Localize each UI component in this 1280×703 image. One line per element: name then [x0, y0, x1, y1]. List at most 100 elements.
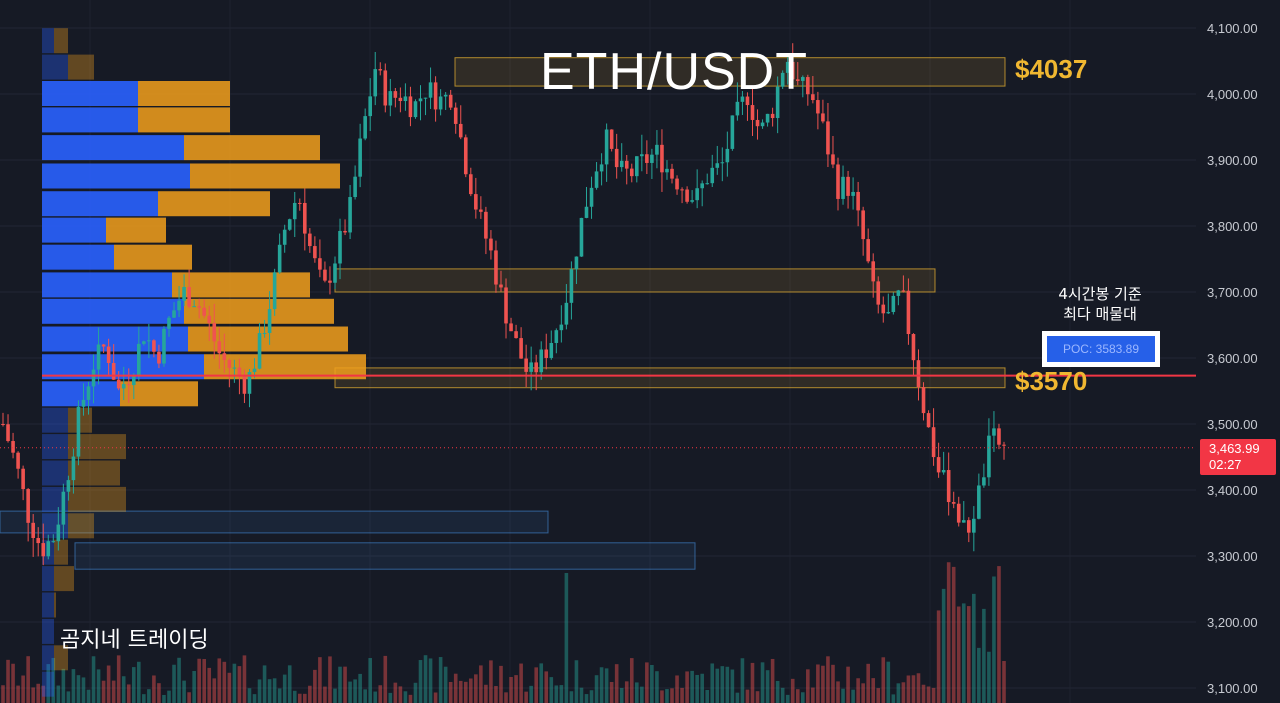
- profile-bar-buy: [42, 81, 138, 106]
- volume-bar: [383, 655, 388, 703]
- volume-bar: [318, 657, 322, 703]
- volume-bar: [740, 658, 745, 703]
- volume-bar: [474, 674, 478, 703]
- profile-bar-buy: [42, 566, 54, 592]
- profile-bar-buy: [42, 434, 68, 460]
- profile-bar-buy: [42, 28, 54, 54]
- volume-bar: [992, 576, 996, 703]
- profile-bar-buy: [42, 244, 114, 270]
- volume-bar: [343, 666, 347, 703]
- price-tick-label: 3,600.00: [1207, 351, 1258, 366]
- candle-body: [137, 343, 141, 377]
- volume-bar: [961, 603, 966, 703]
- poc-label: POC: 3583.89: [1047, 336, 1155, 362]
- candle-body: [26, 489, 30, 523]
- volume-bar: [116, 655, 121, 703]
- candle-body: [453, 107, 458, 124]
- volume-bar: [131, 667, 136, 703]
- volume-bar: [348, 681, 352, 703]
- candle-body: [192, 306, 196, 308]
- volume-bar: [463, 681, 468, 703]
- profile-bar-sell: [106, 217, 166, 243]
- reference-lines: [0, 374, 1196, 449]
- candle-body: [252, 368, 257, 373]
- candle-body: [353, 176, 357, 198]
- candle-body: [896, 290, 901, 296]
- candle-body: [931, 427, 936, 458]
- volume-bar: [31, 687, 35, 703]
- candle-body: [569, 269, 574, 303]
- candle-body: [795, 79, 800, 81]
- candle-body: [106, 346, 111, 363]
- price-zone: [74, 542, 696, 570]
- candle-body: [720, 162, 725, 164]
- candle-body: [433, 82, 438, 110]
- candle-body: [257, 333, 262, 369]
- volume-bar: [499, 665, 503, 703]
- candle-body: [242, 376, 247, 394]
- volume-bar: [800, 692, 805, 703]
- candle-body: [584, 206, 589, 218]
- poc-annotation: 4시간봉 기준 최다 매물대: [1030, 284, 1170, 324]
- candle-body: [564, 302, 569, 325]
- volume-bar: [760, 662, 765, 703]
- candle-body: [71, 456, 76, 481]
- volume-bar: [876, 688, 881, 703]
- profile-bar-buy: [42, 163, 190, 189]
- profile-bar-buy: [42, 645, 54, 671]
- volume-bar: [1002, 660, 1006, 703]
- volume-bar: [287, 665, 292, 703]
- volume-bar: [323, 686, 327, 703]
- volume-bar: [780, 687, 785, 703]
- price-tick-label: 3,100.00: [1207, 681, 1258, 696]
- candle-body: [217, 341, 222, 354]
- candle-body: [172, 310, 176, 318]
- candle-body: [680, 189, 684, 191]
- volume-bar: [76, 675, 81, 703]
- volume-bar: [142, 694, 146, 703]
- volume-bar: [972, 593, 976, 703]
- volume-bar: [51, 657, 56, 703]
- volume-bar: [182, 680, 186, 703]
- candle-body: [197, 306, 201, 308]
- candle-body: [811, 94, 815, 101]
- volume-bar: [604, 668, 609, 703]
- candle-body: [237, 367, 242, 377]
- candle-body: [76, 406, 81, 457]
- candle-body: [202, 307, 207, 316]
- volume-bar: [614, 664, 619, 703]
- candle-body: [126, 384, 131, 386]
- profile-bar-sell: [68, 513, 94, 539]
- candle-body: [826, 121, 830, 155]
- volume-bar: [645, 662, 649, 703]
- candle-body: [31, 522, 35, 539]
- candle-body: [946, 470, 951, 503]
- candle-body: [81, 399, 86, 407]
- volume-bar: [428, 658, 433, 703]
- candle-body: [443, 94, 448, 97]
- candle-body: [398, 97, 403, 102]
- last-price-badge: 3,463.99 02:27: [1200, 439, 1276, 475]
- volume-bar: [187, 692, 191, 703]
- candle-body: [167, 317, 171, 329]
- price-axis[interactable]: 4,100.00 4,000.00 3,900.00 3,800.00 3,700.00…: [1207, 21, 1258, 696]
- candle-body: [91, 369, 96, 387]
- profile-bar-buy: [42, 217, 106, 243]
- candle-body: [1, 424, 5, 425]
- profile-bar-sell: [184, 298, 334, 324]
- price-tick-label: 3,300.00: [1207, 549, 1258, 564]
- volume-bar: [594, 675, 599, 703]
- volume-bar: [353, 679, 357, 703]
- volume-bar: [695, 674, 699, 703]
- volume-bar: [373, 691, 378, 703]
- volume-bar: [574, 660, 579, 703]
- candle-body: [262, 332, 267, 334]
- volume-bar: [826, 656, 830, 703]
- candle-body: [282, 229, 287, 245]
- volume-bar: [584, 694, 589, 703]
- candle-body: [715, 163, 720, 168]
- volume-bar: [16, 685, 20, 703]
- candle-body: [519, 338, 523, 359]
